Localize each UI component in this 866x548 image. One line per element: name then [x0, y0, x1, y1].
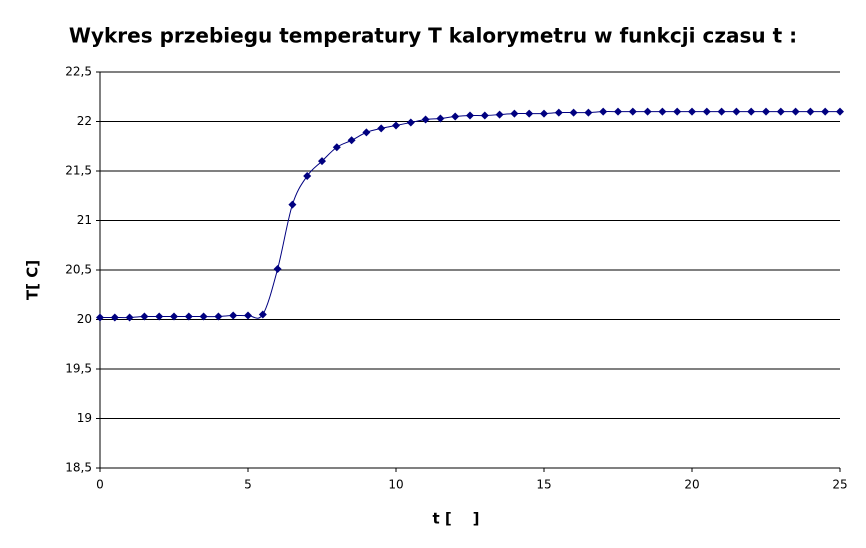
data-point [791, 107, 800, 116]
data-point [717, 107, 726, 116]
y-tick-label: 21 [77, 213, 92, 227]
data-point [762, 107, 770, 116]
data-point [421, 115, 430, 124]
data-point [554, 108, 563, 117]
y-tick-label: 22 [77, 114, 92, 128]
data-point [614, 107, 622, 116]
data-point [525, 109, 534, 118]
x-tick-label: 20 [684, 478, 699, 492]
y-axis-label: T[ C] [24, 260, 42, 300]
data-point [584, 108, 593, 117]
y-tick-label: 18,5 [65, 461, 92, 475]
data-point [392, 121, 400, 130]
data-point [806, 107, 815, 116]
x-tick-label: 10 [388, 478, 403, 492]
data-point [229, 311, 238, 320]
data-point [273, 265, 282, 274]
data-point [125, 313, 134, 322]
data-point [303, 171, 312, 180]
data-point [628, 107, 637, 116]
data-point [155, 312, 164, 321]
y-tick-label: 20,5 [65, 263, 92, 277]
x-tick-label: 25 [832, 478, 847, 492]
data-point [569, 108, 578, 117]
data-point [288, 200, 297, 209]
data-point [170, 312, 178, 321]
data-line [99, 111, 840, 319]
data-point [362, 128, 371, 137]
chart-title: Wykres przebiegu temperatury T kalorymet… [69, 24, 797, 48]
data-point [96, 313, 104, 322]
data-point [244, 311, 252, 320]
data-point [332, 143, 341, 152]
data-point [702, 107, 711, 116]
y-tick-label: 19,5 [65, 362, 92, 376]
data-point [747, 107, 756, 116]
data-point [347, 136, 356, 145]
data-point [466, 111, 474, 120]
data-point [436, 114, 445, 123]
data-point [480, 111, 489, 120]
data-point [658, 107, 667, 116]
data-point [688, 107, 696, 116]
y-tick-label: 19 [77, 411, 92, 425]
data-point [673, 107, 682, 116]
data-point [140, 312, 149, 321]
data-point [214, 312, 223, 321]
data-point [258, 310, 267, 319]
x-tick-label: 0 [96, 478, 104, 492]
data-point [540, 109, 548, 118]
data-point [643, 107, 652, 116]
data-point [776, 107, 785, 116]
data-point [510, 109, 519, 118]
data-point [406, 118, 415, 127]
data-point [495, 110, 504, 119]
data-point [199, 312, 208, 321]
data-point [318, 157, 326, 166]
y-tick-label: 22,5 [65, 65, 92, 79]
y-tick-label: 20 [77, 312, 92, 326]
data-point [377, 124, 386, 133]
data-point [451, 112, 460, 121]
data-point [599, 107, 608, 116]
data-point [110, 313, 119, 322]
data-point [836, 107, 844, 116]
data-point [732, 107, 741, 116]
y-tick-label: 21,5 [65, 164, 92, 178]
x-tick-label: 15 [536, 478, 551, 492]
data-point [821, 107, 830, 116]
x-tick-label: 5 [244, 478, 252, 492]
data-point [184, 312, 193, 321]
x-axis-label: t [ ] [433, 510, 480, 528]
